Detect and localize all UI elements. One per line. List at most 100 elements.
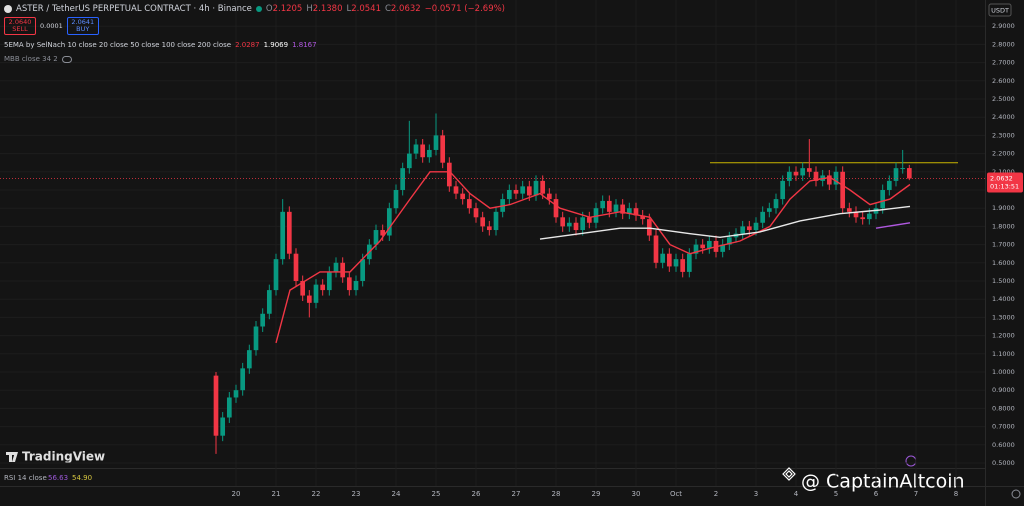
candle-body xyxy=(633,208,639,216)
y-tick-label: 1.5000 xyxy=(992,277,1015,285)
candle-body xyxy=(233,390,239,398)
candle-body xyxy=(266,290,272,314)
candle-body xyxy=(220,417,226,436)
trade-row: 2.0640 SELL 0.0001 2.0641 BUY xyxy=(4,17,99,35)
logo: TradingView xyxy=(22,450,105,464)
candle-body xyxy=(493,211,499,231)
ohlc-label: L xyxy=(346,4,352,14)
ohlc-value: 2.0541 xyxy=(351,4,381,14)
candle-body xyxy=(740,226,746,234)
x-tick-label: 8 xyxy=(954,490,958,498)
candle-body xyxy=(273,259,279,291)
candle-body xyxy=(393,189,399,209)
header-row: ASTER / TetherUS PERPETUAL CONTRACT · 4h… xyxy=(4,4,505,14)
candle-body xyxy=(780,180,786,200)
candle-body xyxy=(853,211,859,218)
candle-body xyxy=(880,189,886,209)
candle-body xyxy=(766,208,772,212)
indicator-row: MBB close 34 2 xyxy=(4,55,72,63)
x-tick-label: 24 xyxy=(392,490,401,498)
candle-body xyxy=(846,208,852,212)
ohlc-value: 2.0632 xyxy=(390,4,421,14)
candle-body xyxy=(786,171,792,181)
candle-body xyxy=(686,253,692,272)
candle-body xyxy=(560,217,566,227)
candle-body xyxy=(260,313,266,327)
y-tick-label: 0.7000 xyxy=(992,423,1015,431)
sell-label[interactable]: SELL xyxy=(12,25,28,33)
sell-price[interactable]: 2.0640 xyxy=(8,18,32,26)
countdown: 01:13:51 xyxy=(990,182,1019,190)
candle-body xyxy=(626,208,632,214)
grid xyxy=(0,0,985,486)
candle-body xyxy=(580,217,586,231)
spread: 0.0001 xyxy=(40,22,63,30)
x-tick-label: 20 xyxy=(232,490,241,498)
candle-body xyxy=(533,180,539,196)
logo-icon xyxy=(6,452,18,462)
candle-body xyxy=(433,135,439,150)
candle-body xyxy=(826,175,832,185)
buy-price[interactable]: 2.0641 xyxy=(71,18,95,26)
candle-body xyxy=(693,244,699,254)
x-tick-label: 21 xyxy=(272,490,281,498)
y-tick-label: 0.6000 xyxy=(992,441,1015,449)
candle-body xyxy=(573,222,579,231)
rsi-value: 56.63 xyxy=(48,474,69,482)
eye-icon[interactable] xyxy=(61,55,72,63)
candle-body xyxy=(566,222,572,227)
candle-body xyxy=(700,244,706,249)
candle-body xyxy=(486,226,492,231)
candle-body xyxy=(906,168,912,179)
currency[interactable]: USDT xyxy=(991,7,1009,15)
candle-body xyxy=(360,259,366,281)
y-tick-label: 1.1000 xyxy=(992,350,1015,358)
price-change: −0.0571 (−2.69%) xyxy=(424,4,505,14)
indicator-name[interactable]: MBB close 34 2 xyxy=(4,55,58,63)
x-tick-label: 3 xyxy=(754,490,758,498)
y-tick-label: 0.9000 xyxy=(992,386,1015,394)
candle-body xyxy=(213,375,219,436)
buy-button[interactable]: 2.0641 BUY xyxy=(66,17,99,35)
candle-body xyxy=(833,171,839,185)
x-tick-label: 22 xyxy=(312,490,321,498)
y-tick-label: 2.2000 xyxy=(992,150,1015,158)
candle-body xyxy=(813,171,819,181)
candle-body xyxy=(466,199,472,209)
currency-box[interactable] xyxy=(988,3,1012,17)
candle-body xyxy=(380,230,386,236)
ohlc-label: C xyxy=(384,4,391,14)
sell-button[interactable]: 2.0640 SELL xyxy=(4,17,36,35)
watermark: @ CaptainAltcoin xyxy=(801,471,965,493)
y-tick-label: 2.4000 xyxy=(992,113,1015,121)
candle-body xyxy=(326,271,332,291)
candle-body xyxy=(280,211,286,260)
y-tick-label: 1.3000 xyxy=(992,313,1015,321)
ohlc-label: H xyxy=(306,4,313,14)
candle-body xyxy=(340,262,346,278)
x-tick-label: 28 xyxy=(552,490,561,498)
x-tick-label: 7 xyxy=(914,490,918,498)
watermark-icon xyxy=(782,467,796,481)
x-tick-label: 27 xyxy=(512,490,521,498)
indicator-line xyxy=(275,171,911,344)
candle-body xyxy=(866,213,872,220)
y-tick-label: 2.5000 xyxy=(992,95,1015,103)
candle-body xyxy=(640,215,646,220)
y-tick-label: 2.9000 xyxy=(992,22,1015,30)
settings-icon[interactable] xyxy=(1011,489,1021,499)
candle-body xyxy=(420,144,426,158)
y-tick-label: 2.6000 xyxy=(992,77,1015,85)
candle-body xyxy=(506,189,512,200)
indicator-name[interactable]: 5EMA by SelNach 10 close 20 close 50 clo… xyxy=(4,41,232,49)
candle-body xyxy=(793,171,799,176)
rsi-values: 56.63 54.90 xyxy=(48,474,92,482)
candle-body xyxy=(606,200,612,212)
candle-body xyxy=(706,240,712,249)
buy-label[interactable]: BUY xyxy=(76,25,90,33)
symbol-title[interactable]: ASTER / TetherUS PERPETUAL CONTRACT · 4h… xyxy=(16,4,252,14)
candle-body xyxy=(480,217,486,227)
y-tick-label: 1.2000 xyxy=(992,332,1015,340)
candle-body xyxy=(613,204,619,212)
candle-body xyxy=(426,149,432,158)
